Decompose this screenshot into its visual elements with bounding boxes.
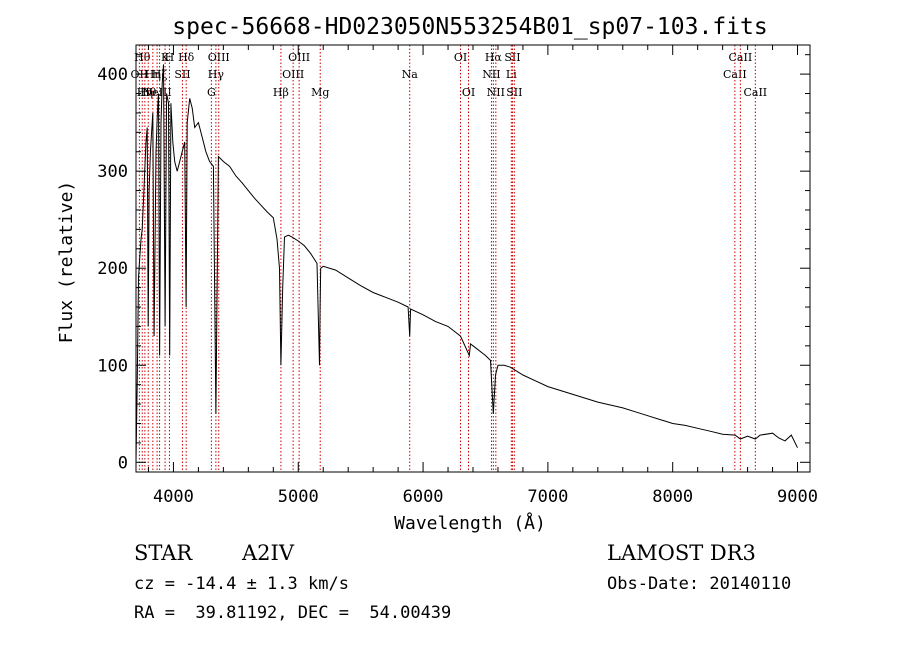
survey-name: LAMOST DR3 [607, 541, 756, 565]
x-tick-label: 7000 [527, 487, 568, 507]
object-type: STAR [134, 541, 193, 565]
redshift-readout: cz = -14.4 ± 1.3 km/s [134, 574, 349, 594]
line-marker-label: Hα [485, 51, 503, 64]
line-marker-label: OIII [288, 51, 310, 64]
line-marker-label: Hγ [208, 68, 225, 81]
obs-date: Obs-Date: 20140110 [607, 574, 792, 594]
line-marker-label: CaII [729, 51, 753, 64]
line-marker-label: OI [454, 51, 467, 64]
x-tick-label: 9000 [777, 487, 818, 507]
line-marker-label: NeIII [143, 86, 172, 99]
y-tick-label: 400 [97, 65, 128, 85]
line-marker-label: CaII [743, 86, 767, 99]
line-marker-label: OI [462, 86, 475, 99]
line-marker-label: SII [504, 51, 520, 64]
x-axis-label: Wavelength (Å) [394, 512, 546, 534]
y-tick-label: 200 [97, 259, 128, 279]
line-marker-label: Hβ [273, 86, 289, 99]
x-tick-label: 5000 [278, 487, 319, 507]
x-tick-label: 8000 [652, 487, 693, 507]
x-tick-label: 6000 [403, 487, 444, 507]
line-marker-label: G [207, 86, 216, 99]
line-marker-label: SII [506, 86, 522, 99]
line-marker-label: Hδ [178, 51, 195, 64]
line-marker-label: OIII [282, 68, 304, 81]
line-marker-label: Na [402, 68, 419, 81]
line-marker-label: H [165, 51, 175, 64]
plot-frame [135, 44, 811, 473]
line-marker-label: CaII [723, 68, 747, 81]
line-marker-label: K [161, 51, 170, 64]
y-tick-label: 0 [118, 453, 128, 473]
line-marker-label: Li [506, 68, 517, 81]
line-marker-label: SII [174, 68, 190, 81]
coordinates: RA = 39.81192, DEC = 54.00439 [134, 603, 452, 623]
y-tick-label: 300 [97, 162, 128, 182]
spectral-line-markers: OIIHθHηHθHηNeIIIHζKHSIIHδGHγOIIIHβOIIIOI… [131, 45, 767, 472]
series-group [135, 64, 798, 463]
line-marker-label: OIII [208, 51, 230, 64]
line-marker-label: NII [482, 68, 500, 81]
y-axis-label: Flux (relative) [56, 181, 77, 344]
y-tick-label: 100 [97, 356, 128, 376]
axis-ticks: 4000 5000 6000 7000 8000 9000 0 100 200 300 400 [97, 45, 818, 507]
line-marker-label: Mg [311, 86, 329, 99]
line-marker-label: Hη [137, 86, 153, 99]
line-marker-label: NII [487, 86, 505, 99]
line-marker-label: Hθ [140, 86, 157, 99]
x-tick-label: 4000 [153, 487, 194, 507]
subclass: A2IV [242, 541, 294, 565]
series-line-flux [135, 64, 798, 463]
chart-title: spec-56668-HD023050N553254B01_sp07-103.f… [172, 14, 767, 40]
